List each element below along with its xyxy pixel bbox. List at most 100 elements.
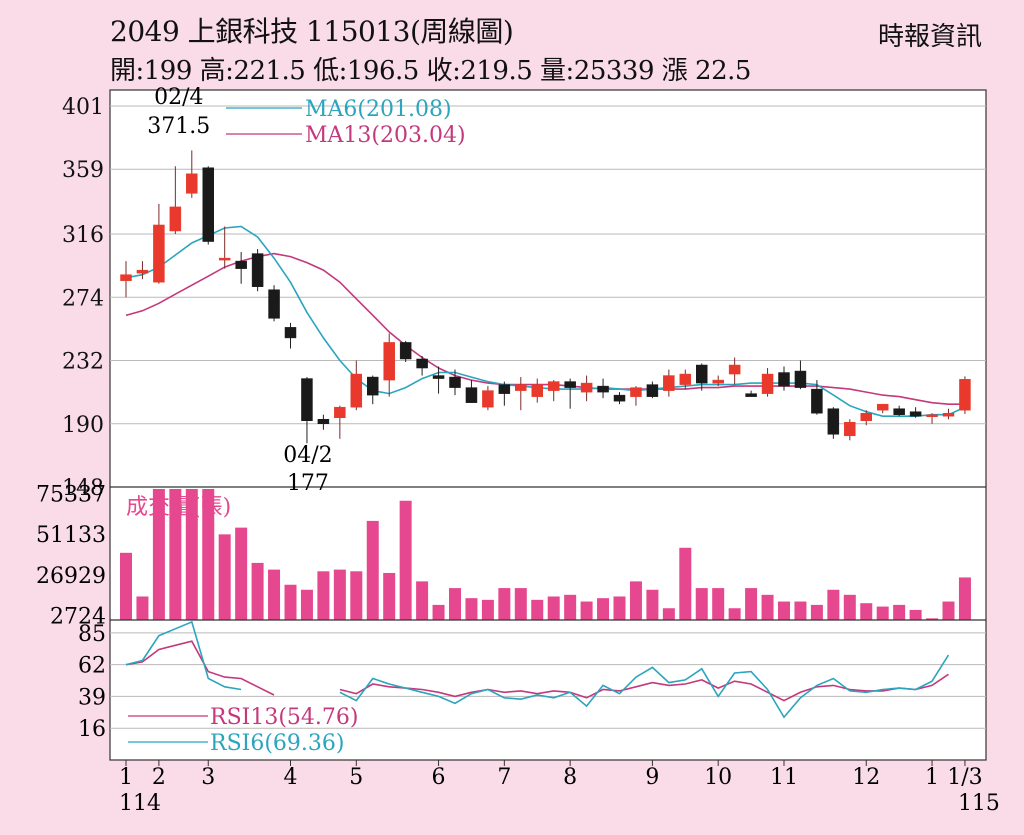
candle-body (153, 224, 165, 283)
low-annotation-value: 177 (287, 471, 329, 496)
ma6-legend: MA6(201.08) (305, 97, 452, 122)
volume-bar (843, 594, 856, 620)
high-annotation-date: 02/4 (154, 85, 203, 110)
candle-body (613, 394, 626, 402)
volume-bar (465, 598, 478, 620)
candle-body (186, 173, 198, 194)
x-tick-label: 10 (704, 765, 732, 790)
x-tick-label: 4 (284, 765, 298, 790)
price-tick-label: 148 (62, 476, 104, 501)
volume-bar (679, 547, 692, 620)
volume-bar (268, 569, 281, 620)
candle-body (728, 364, 741, 375)
volume-bar (745, 588, 758, 620)
high-annotation-value: 371.5 (147, 114, 210, 139)
candle-body (399, 342, 412, 360)
price-tick-label: 316 (62, 223, 104, 248)
volume-bar (794, 601, 807, 620)
volume-bar (185, 489, 198, 620)
candle-body (926, 414, 938, 417)
volume-bar (284, 584, 297, 620)
volume-bar (531, 599, 544, 620)
volume-bar (120, 552, 132, 620)
volume-bar (218, 534, 231, 620)
volume-bar (564, 594, 577, 620)
x-year-label: 115 (958, 791, 1000, 816)
x-tick-label: 1 (119, 765, 133, 790)
candle-body (317, 418, 330, 425)
rsi6-line (125, 620, 242, 691)
volume-bar (646, 589, 659, 620)
volume-bar (860, 603, 873, 620)
candle-body (383, 342, 395, 381)
rsi-tick-label: 85 (78, 622, 106, 647)
candle-body (893, 408, 905, 415)
candle-body (942, 412, 955, 417)
candle-body (301, 378, 313, 421)
x-tick-label: 11 (770, 765, 798, 790)
volume-bar (926, 618, 939, 620)
x-year-label: 114 (119, 791, 161, 816)
candle-body (876, 403, 889, 411)
low-annotation-date: 04/2 (283, 443, 332, 468)
candle-body (580, 382, 593, 393)
candle-body (663, 375, 675, 391)
candle-body (515, 384, 527, 391)
x-tick-label: 9 (645, 765, 659, 790)
volume-bar (235, 527, 248, 620)
volume-bar (399, 500, 412, 620)
volume-bar (597, 598, 610, 620)
volume-tick-label: 26929 (36, 564, 106, 589)
volume-bar (300, 589, 313, 620)
volume-bar (449, 588, 461, 620)
volume-tick-label: 2724 (50, 604, 106, 629)
volume-bar (958, 577, 971, 620)
volume-bar (481, 599, 494, 620)
volume-bar (761, 594, 774, 620)
volume-bar (152, 489, 165, 620)
candle-body (794, 370, 807, 388)
candle-body (202, 167, 214, 242)
volume-bar (432, 604, 445, 620)
x-tick-label: 2 (152, 765, 166, 790)
rsi-tick-label: 62 (78, 654, 106, 679)
candle-body (679, 373, 692, 385)
rsi-tick-label: 16 (78, 717, 106, 742)
volume-bar (366, 520, 379, 620)
candle-body (284, 327, 297, 339)
candle-body (367, 376, 379, 396)
ma13-legend: MA13(203.04) (305, 123, 466, 148)
candle-body (416, 358, 428, 369)
candle-body (909, 411, 922, 417)
volume-bar (827, 589, 840, 620)
candle-body (811, 388, 823, 414)
candle-body (712, 379, 724, 384)
candle-body (350, 373, 363, 408)
candle-body (218, 257, 231, 261)
candle-body (597, 385, 609, 393)
candle-body (547, 381, 560, 391)
candle-body (449, 376, 461, 388)
volume-bar (613, 596, 626, 620)
x-tick-label: 3 (201, 765, 215, 790)
rsi13-line (125, 640, 275, 696)
x-tick-label: 1 (925, 765, 939, 790)
chart-title: 2049 上銀科技 115013(周線圖) (110, 15, 514, 48)
volume-bar (893, 604, 906, 620)
volume-bar (169, 489, 182, 620)
volume-bar (942, 601, 955, 620)
candle-body (482, 390, 494, 408)
volume-bar (662, 608, 675, 620)
candle-body (334, 406, 346, 418)
volume-bar (350, 571, 363, 620)
volume-bar (810, 604, 823, 620)
candle-body (761, 373, 774, 394)
volume-bar (317, 571, 330, 620)
x-tick-label: 7 (497, 765, 511, 790)
volume-bar (728, 608, 741, 620)
candle-body (235, 260, 247, 269)
candle-body (169, 206, 182, 232)
volume-bar (909, 609, 922, 620)
candle-body (251, 253, 264, 287)
price-tick-label: 359 (62, 158, 104, 183)
